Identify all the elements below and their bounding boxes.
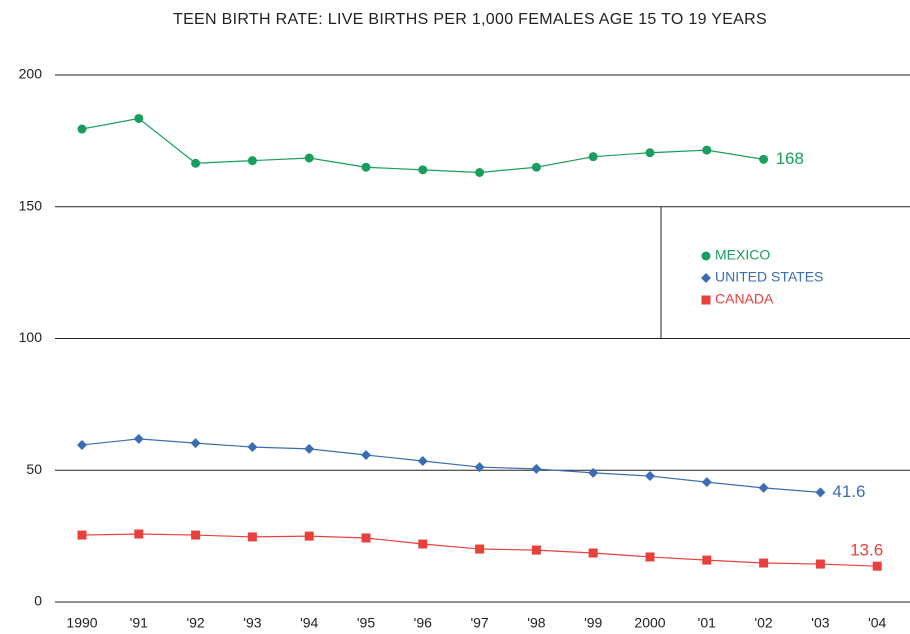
x-tick-label: '92 (186, 615, 204, 631)
data-point (759, 154, 769, 164)
data-point (304, 443, 315, 454)
data-point (77, 439, 87, 450)
data-point (702, 145, 712, 155)
data-point (531, 162, 541, 172)
end-value-label: 41.6 (832, 482, 865, 501)
end-value-label: 13.6 (850, 541, 883, 560)
data-point (475, 167, 485, 177)
data-point (134, 529, 144, 539)
x-tick-label: '91 (130, 615, 148, 631)
data-point (815, 487, 826, 498)
data-point (247, 532, 257, 542)
data-point (304, 531, 314, 541)
x-tick-label: '97 (470, 615, 488, 631)
x-tick-label: '01 (698, 615, 716, 631)
data-point (872, 561, 882, 571)
legend-marker (701, 295, 711, 305)
data-point (531, 545, 541, 555)
data-point (191, 530, 201, 540)
x-tick-label: '02 (754, 615, 772, 631)
data-point (645, 148, 655, 158)
legend-marker (701, 251, 711, 261)
data-point (702, 555, 712, 565)
data-point (190, 438, 201, 449)
data-point (815, 559, 825, 569)
y-tick-label: 150 (19, 197, 43, 213)
chart-title: TEEN BIRTH RATE: LIVE BIRTHS PER 1,000 F… (173, 11, 767, 28)
x-tick-label: '96 (414, 615, 432, 631)
y-tick-label: 50 (26, 461, 42, 477)
data-point (759, 558, 769, 568)
data-point (361, 533, 371, 543)
x-tick-label: '94 (300, 615, 318, 631)
x-tick-label: 2000 (634, 615, 665, 631)
x-tick-label: '99 (584, 615, 602, 631)
data-point (247, 442, 258, 453)
data-point (474, 462, 485, 473)
data-point (758, 482, 769, 493)
x-tick-label: '95 (357, 615, 375, 631)
data-point (304, 153, 314, 163)
data-point (701, 477, 712, 488)
legend-marker (701, 273, 711, 283)
data-point (588, 467, 599, 478)
legend-label: UNITED STATES (715, 269, 823, 285)
data-point (418, 165, 428, 175)
legend-label: MEXICO (715, 247, 770, 263)
data-point (645, 471, 655, 482)
x-tick-label: '04 (868, 615, 886, 631)
data-point (247, 156, 257, 166)
data-point (588, 152, 598, 162)
data-point (531, 463, 542, 474)
data-point (134, 113, 144, 123)
x-tick-label: '98 (527, 615, 545, 631)
y-tick-label: 100 (19, 329, 43, 345)
data-point (133, 433, 144, 444)
data-point (475, 544, 485, 554)
data-point (588, 548, 598, 558)
legend-label: CANADA (715, 291, 774, 307)
x-tick-label: 1990 (66, 615, 97, 631)
data-point (418, 539, 428, 549)
series-line (81, 117, 764, 174)
x-tick-label: '03 (811, 615, 829, 631)
y-tick-label: 200 (19, 66, 43, 82)
data-point (77, 124, 87, 134)
data-point (417, 456, 428, 467)
series-line (81, 438, 821, 493)
data-point (361, 162, 371, 172)
end-value-label: 168 (776, 149, 804, 168)
data-point (361, 449, 371, 460)
x-tick-label: '93 (243, 615, 261, 631)
data-point (645, 552, 655, 562)
data-point (77, 530, 87, 540)
y-tick-label: 0 (34, 593, 42, 609)
data-point (191, 158, 201, 168)
